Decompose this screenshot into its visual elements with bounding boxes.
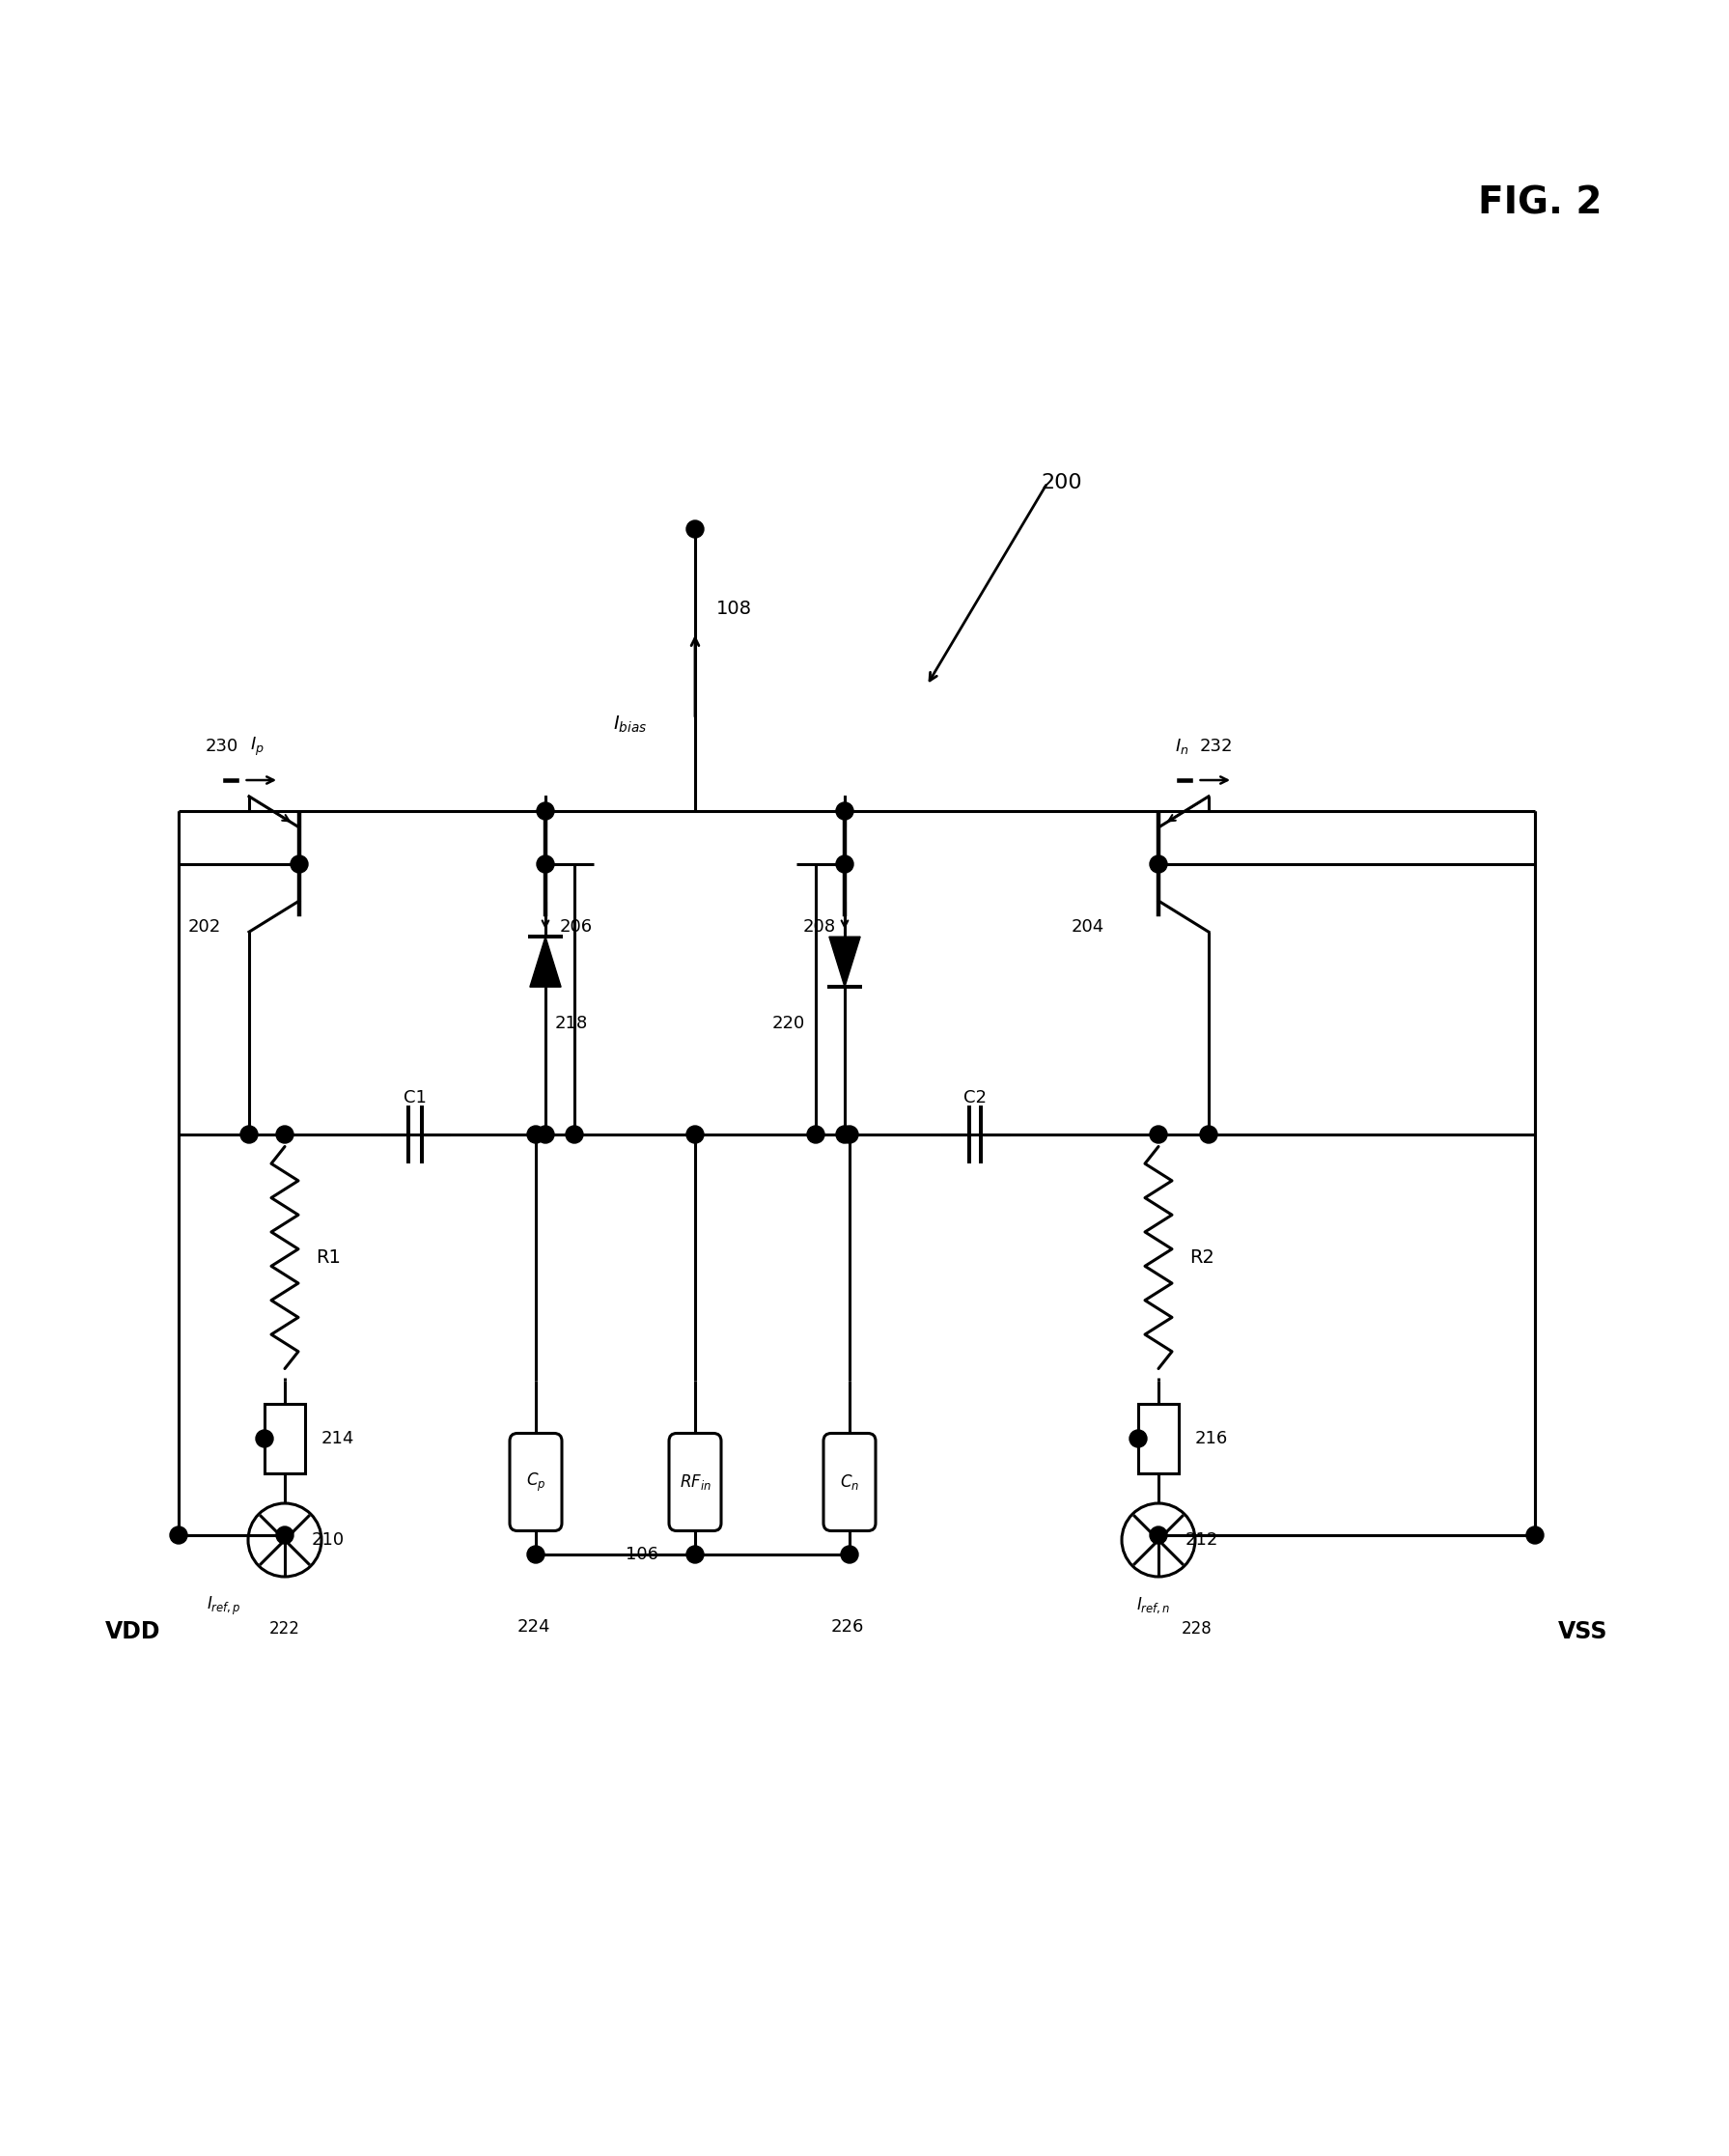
- Circle shape: [536, 1125, 553, 1143]
- Text: 210: 210: [311, 1531, 344, 1548]
- Text: $I_{ref,n}$: $I_{ref,n}$: [1136, 1595, 1171, 1615]
- Circle shape: [840, 1546, 858, 1563]
- Text: $C_n$: $C_n$: [840, 1473, 859, 1492]
- Text: 108: 108: [716, 599, 752, 617]
- FancyBboxPatch shape: [669, 1434, 721, 1531]
- Text: 222: 222: [270, 1619, 301, 1639]
- Bar: [1138, 1404, 1179, 1473]
- Circle shape: [837, 1125, 854, 1143]
- Text: 214: 214: [322, 1429, 354, 1447]
- Text: $I_{ref,p}$: $I_{ref,p}$: [207, 1595, 242, 1617]
- Bar: [265, 1404, 304, 1473]
- Circle shape: [1200, 1125, 1217, 1143]
- Circle shape: [837, 802, 854, 819]
- Circle shape: [290, 856, 308, 873]
- Circle shape: [1150, 1526, 1167, 1544]
- Text: 216: 216: [1195, 1429, 1228, 1447]
- Text: $C_p$: $C_p$: [526, 1470, 546, 1494]
- Polygon shape: [529, 936, 560, 987]
- Text: VSS: VSS: [1558, 1619, 1608, 1643]
- Polygon shape: [830, 936, 861, 987]
- Text: 218: 218: [555, 1015, 588, 1033]
- FancyBboxPatch shape: [510, 1434, 562, 1531]
- Circle shape: [1129, 1429, 1146, 1447]
- Text: $I_n$: $I_n$: [1174, 737, 1188, 757]
- FancyBboxPatch shape: [823, 1434, 875, 1531]
- Text: 206: 206: [560, 918, 593, 936]
- Text: $RF_{in}$: $RF_{in}$: [679, 1473, 711, 1492]
- Circle shape: [536, 856, 553, 873]
- Text: 228: 228: [1181, 1619, 1212, 1639]
- Text: C2: C2: [963, 1089, 987, 1106]
- Circle shape: [256, 1429, 273, 1447]
- Circle shape: [1150, 1125, 1167, 1143]
- Text: $I_p$: $I_p$: [249, 735, 265, 757]
- Text: 202: 202: [188, 918, 221, 936]
- Circle shape: [240, 1125, 258, 1143]
- Circle shape: [686, 1546, 704, 1563]
- Circle shape: [277, 1526, 294, 1544]
- Text: 204: 204: [1072, 918, 1105, 936]
- Text: VDD: VDD: [105, 1619, 161, 1643]
- Circle shape: [527, 1125, 545, 1143]
- Text: 200: 200: [1041, 472, 1082, 492]
- Circle shape: [840, 1125, 858, 1143]
- Text: 226: 226: [832, 1619, 864, 1636]
- Circle shape: [686, 520, 704, 537]
- Text: 212: 212: [1186, 1531, 1219, 1548]
- Text: 232: 232: [1200, 737, 1233, 755]
- Circle shape: [1527, 1526, 1544, 1544]
- Text: 224: 224: [517, 1619, 550, 1636]
- Circle shape: [807, 1125, 825, 1143]
- Text: 220: 220: [773, 1015, 806, 1033]
- Circle shape: [277, 1125, 294, 1143]
- Text: 106: 106: [626, 1546, 659, 1563]
- Text: $I_{bias}$: $I_{bias}$: [612, 714, 647, 735]
- Circle shape: [837, 856, 854, 873]
- Text: R2: R2: [1190, 1248, 1214, 1268]
- Text: FIG. 2: FIG. 2: [1478, 185, 1603, 222]
- Text: 208: 208: [804, 918, 837, 936]
- Circle shape: [686, 1125, 704, 1143]
- Circle shape: [536, 802, 553, 819]
- Circle shape: [527, 1546, 545, 1563]
- Text: 230: 230: [206, 737, 239, 755]
- Circle shape: [1150, 856, 1167, 873]
- Circle shape: [169, 1526, 187, 1544]
- Text: C1: C1: [403, 1089, 427, 1106]
- Circle shape: [565, 1125, 583, 1143]
- Text: R1: R1: [316, 1248, 341, 1268]
